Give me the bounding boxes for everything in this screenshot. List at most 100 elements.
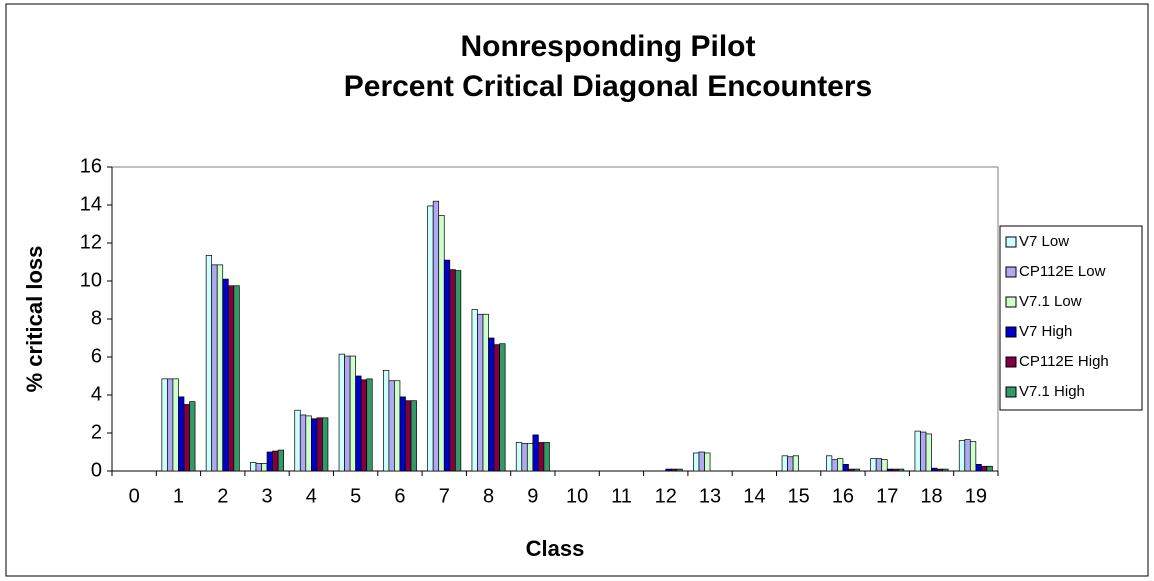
bar: [897, 468, 905, 472]
x-tick-label: 13: [699, 485, 721, 507]
bar: [183, 404, 190, 472]
bar: [964, 439, 971, 472]
bar: [914, 430, 921, 472]
bar: [936, 468, 943, 472]
bar: [311, 418, 318, 472]
bar: [355, 375, 362, 472]
bar: [216, 264, 224, 472]
y-tick-label: 4: [91, 383, 102, 405]
bar: [438, 215, 445, 472]
bar: [482, 313, 489, 472]
bar: [881, 459, 888, 472]
bar: [892, 468, 899, 472]
bar: [969, 441, 977, 472]
bar: [338, 353, 345, 472]
y-tick-label: 14: [80, 193, 102, 215]
bar: [981, 465, 988, 472]
bar: [538, 442, 545, 472]
bar: [942, 468, 949, 472]
bar: [394, 380, 401, 472]
bar: [870, 458, 877, 472]
legend-swatch: [1005, 296, 1017, 308]
bar: [255, 463, 262, 472]
bar: [665, 468, 672, 472]
legend-swatch: [1005, 356, 1017, 368]
x-tick-label: 2: [217, 485, 228, 507]
y-tick-label: 6: [91, 345, 102, 367]
bar: [427, 205, 434, 472]
bar: [272, 450, 279, 472]
bar: [443, 259, 451, 472]
legend-label: CP112E Low: [1019, 263, 1106, 280]
bar: [277, 449, 285, 472]
bar: [261, 463, 268, 472]
bar: [250, 462, 257, 472]
bar: [222, 278, 229, 472]
bar: [521, 443, 528, 472]
y-tick-label: 0: [91, 459, 102, 481]
legend-label: V7 Low: [1019, 233, 1069, 250]
y-tick-label: 16: [80, 155, 102, 177]
bar: [848, 468, 855, 472]
bar: [477, 313, 484, 472]
y-tick-label: 2: [91, 421, 102, 443]
legend-label: V7.1 Low: [1019, 293, 1082, 310]
bar: [349, 355, 356, 472]
bar: [853, 468, 860, 472]
bar: [842, 464, 849, 472]
bar: [499, 343, 506, 472]
x-tick-label: 3: [261, 485, 272, 507]
bar: [704, 452, 711, 472]
bar: [388, 380, 395, 472]
bar: [167, 378, 174, 472]
legend-swatch: [1005, 236, 1017, 248]
bar: [670, 468, 678, 472]
bar: [449, 269, 456, 472]
bar: [382, 369, 390, 472]
legend-label: V7.1 High: [1019, 383, 1085, 400]
bar: [676, 468, 683, 472]
bar: [454, 270, 462, 472]
x-tick-label: 11: [611, 485, 632, 507]
legend-label: V7 High: [1019, 323, 1072, 340]
x-axis-label: Class: [526, 536, 585, 561]
bar: [266, 451, 273, 472]
bar: [399, 396, 406, 472]
bar: [410, 400, 417, 472]
x-tick-label: 1: [173, 485, 184, 507]
x-tick-label: 10: [566, 485, 588, 507]
bar: [432, 200, 440, 472]
bar: [975, 464, 982, 472]
bar: [405, 400, 412, 472]
bar: [792, 455, 799, 472]
bar: [931, 467, 938, 472]
x-tick-label: 0: [129, 485, 140, 507]
bar: [299, 414, 307, 472]
bar: [698, 451, 705, 472]
x-tick-label: 14: [743, 485, 765, 507]
legend-swatch: [1005, 386, 1017, 398]
chart-border: [5, 3, 1149, 577]
bar: [316, 417, 323, 472]
bar: [471, 309, 478, 472]
x-tick-label: 17: [876, 485, 898, 507]
x-tick-label: 12: [655, 485, 677, 507]
bar: [831, 459, 838, 472]
bar: [925, 433, 932, 472]
x-tick-label: 4: [306, 485, 317, 507]
bar: [515, 442, 523, 472]
bar: [161, 378, 168, 472]
bar: [178, 396, 185, 472]
bar: [543, 442, 550, 472]
x-tick-label: 8: [483, 485, 494, 507]
bar: [920, 431, 927, 472]
bar: [305, 415, 312, 472]
bar: [205, 255, 213, 472]
bar: [294, 409, 301, 472]
x-tick-label: 19: [965, 485, 987, 507]
bar: [493, 344, 500, 472]
bar: [875, 458, 883, 472]
bar: [366, 378, 373, 472]
bar: [986, 465, 993, 472]
bar: [322, 417, 329, 472]
